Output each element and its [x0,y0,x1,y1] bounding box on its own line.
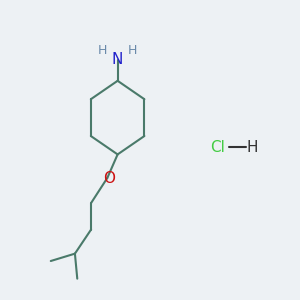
Text: H: H [128,44,138,57]
Text: N: N [112,52,123,67]
Text: Cl: Cl [210,140,225,154]
Text: H: H [98,44,107,57]
Text: O: O [103,171,115,186]
Text: H: H [247,140,258,154]
